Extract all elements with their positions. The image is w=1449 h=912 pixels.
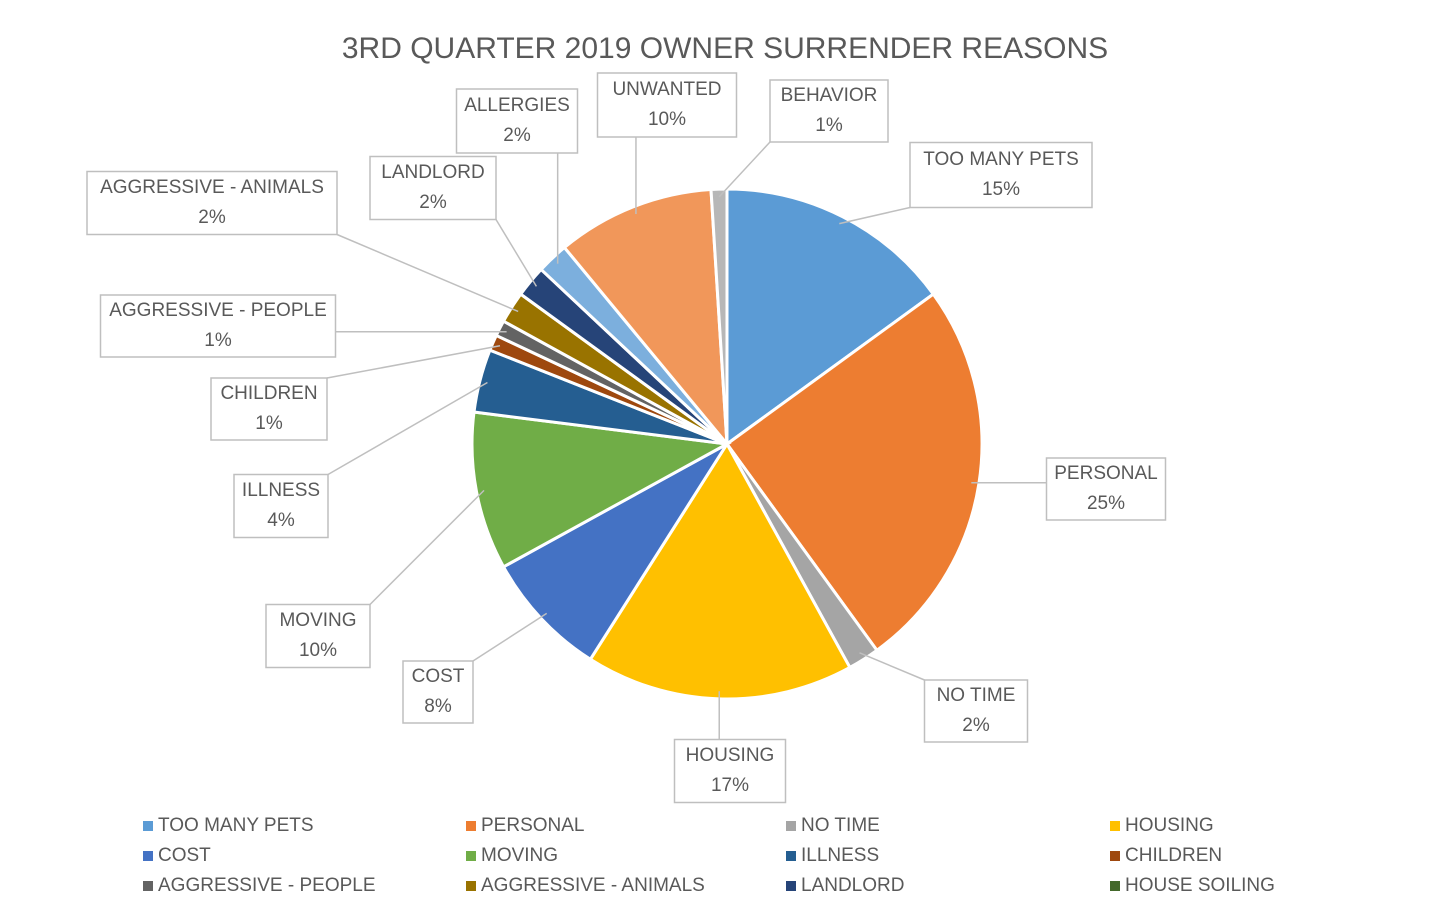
legend-label: MOVING	[481, 845, 558, 866]
leader-line	[839, 206, 911, 225]
label-box	[265, 603, 371, 669]
legend-swatch	[466, 851, 476, 861]
label-box	[99, 294, 337, 358]
label-box	[210, 377, 328, 441]
legend-swatch	[1110, 821, 1120, 831]
leader-line	[495, 219, 538, 287]
data-label: 8%	[424, 696, 452, 717]
data-label: 4%	[267, 510, 295, 531]
data-label: 10%	[299, 640, 337, 661]
leader-line	[718, 141, 771, 198]
legend-swatch	[786, 821, 796, 831]
label-box	[909, 141, 1093, 209]
legend-swatch	[143, 851, 153, 861]
label-box	[923, 679, 1029, 743]
label-box	[673, 738, 787, 804]
data-label-name: ALLERGIES	[464, 95, 570, 116]
data-label-name: ILLNESS	[242, 480, 320, 501]
data-label-name: NO TIME	[937, 685, 1016, 706]
pie-slice	[725, 187, 936, 447]
legend-label: AGGRESSIVE - PEOPLE	[158, 875, 376, 896]
data-label: 1%	[255, 413, 283, 434]
data-label: 15%	[982, 179, 1020, 200]
leader-line	[336, 233, 519, 313]
legend-swatch	[1110, 881, 1120, 891]
legend-swatch	[143, 821, 153, 831]
data-label-name: COST	[412, 666, 465, 687]
data-label: 25%	[1087, 493, 1125, 514]
leader-line	[369, 489, 485, 606]
chart-title: 3RD QUARTER 2019 OWNER SURRENDER REASONS	[342, 32, 1108, 65]
leader-line	[859, 652, 925, 681]
label-box	[86, 170, 338, 236]
pie-slice	[501, 442, 729, 662]
data-label-name: UNWANTED	[612, 79, 721, 100]
data-label-name: LANDLORD	[381, 162, 484, 183]
data-label: 10%	[648, 109, 686, 130]
label-box	[1045, 457, 1167, 521]
legend-swatch	[466, 881, 476, 891]
legend-label: LANDLORD	[801, 875, 904, 896]
data-label-name: HOUSING	[686, 745, 775, 766]
legend-label: COST	[158, 845, 211, 866]
data-label-name: TOO MANY PETS	[923, 149, 1079, 170]
data-label-name: AGGRESSIVE - PEOPLE	[109, 300, 327, 321]
label-box	[596, 72, 738, 138]
data-label-name: MOVING	[279, 610, 356, 631]
data-label: 2%	[419, 192, 447, 213]
data-label: 17%	[711, 775, 749, 796]
data-label: 2%	[503, 125, 531, 146]
legend-label: PERSONAL	[481, 815, 584, 836]
data-label-name: PERSONAL	[1054, 463, 1157, 484]
legend-label: NO TIME	[801, 815, 880, 836]
label-box	[233, 473, 329, 539]
legend-swatch	[786, 881, 796, 891]
label-box	[769, 79, 889, 143]
legend-swatch	[1110, 851, 1120, 861]
legend-label: HOUSE SOILING	[1125, 875, 1275, 896]
leader-line	[326, 345, 501, 379]
legend-label: AGGRESSIVE - ANIMALS	[481, 875, 705, 896]
label-box	[455, 88, 579, 154]
leader-line	[327, 381, 488, 476]
data-label: 1%	[815, 115, 843, 136]
legend-label: CHILDREN	[1125, 845, 1222, 866]
pie-slice	[724, 292, 984, 653]
label-box	[402, 660, 474, 724]
pie-slice	[470, 410, 732, 569]
legend-swatch	[143, 881, 153, 891]
legend-swatch	[786, 851, 796, 861]
data-label-name: BEHAVIOR	[781, 85, 878, 106]
legend-label: HOUSING	[1125, 815, 1214, 836]
legend-swatch	[466, 821, 476, 831]
data-label: 1%	[204, 330, 232, 351]
data-label: 2%	[198, 207, 226, 228]
legend-label: ILLNESS	[801, 845, 879, 866]
data-label: 2%	[962, 715, 990, 736]
data-label-name: AGGRESSIVE - ANIMALS	[100, 177, 324, 198]
pie-slice	[562, 187, 729, 449]
label-box	[369, 155, 497, 221]
legend-label: TOO MANY PETS	[158, 815, 314, 836]
data-label-name: CHILDREN	[220, 383, 317, 404]
leader-line	[472, 612, 548, 662]
